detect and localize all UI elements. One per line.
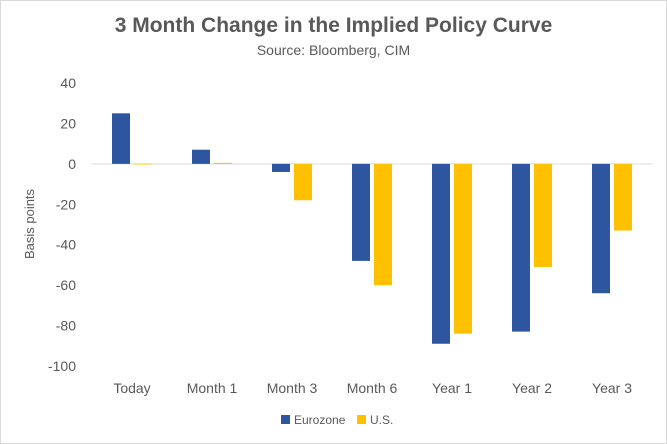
- legend: Eurozone U.S.: [281, 413, 393, 427]
- bar-u-s-year-2: [534, 163, 552, 267]
- x-tick-label: Month 3: [267, 380, 318, 396]
- x-tick-label: Month 6: [347, 380, 398, 396]
- legend-label: U.S.: [370, 413, 393, 427]
- y-tick-label: -20: [56, 196, 76, 212]
- bar-u-s-today: [134, 163, 152, 165]
- chart-title: 3 Month Change in the Implied Policy Cur…: [114, 14, 553, 37]
- y-tick-label: -40: [56, 237, 76, 253]
- bar-eurozone-year-3: [592, 163, 610, 294]
- bar-u-s-year-1: [454, 163, 472, 334]
- bar-eurozone-month-6: [352, 163, 370, 261]
- y-tick-label: -100: [48, 358, 76, 374]
- x-tick-label: Month 1: [187, 380, 238, 396]
- bar-u-s-month-3: [294, 163, 312, 201]
- legend-swatch: [281, 415, 290, 424]
- chart-subtitle: Source: Bloomberg, CIM: [256, 42, 411, 58]
- legend-swatch: [357, 415, 366, 424]
- bar-u-s-month-1: [214, 162, 232, 164]
- bar-eurozone-month-1: [192, 149, 210, 164]
- y-tick-label: -80: [56, 318, 76, 334]
- x-tick-label: Today: [113, 380, 150, 396]
- bar-eurozone-year-2: [512, 163, 530, 332]
- y-tick-label: 0: [68, 156, 76, 172]
- y-axis-label: Basis points: [22, 188, 37, 259]
- x-tick-label: Year 1: [432, 380, 472, 396]
- bar-u-s-year-3: [614, 163, 632, 231]
- x-axis: Today Month 1 Month 3 Month 6 Year 1 Year 2 Ye…: [113, 380, 632, 396]
- y-axis: 40 20 0 -20 -40 -60 -80 -100: [48, 75, 76, 374]
- bar-eurozone-month-3: [272, 163, 290, 172]
- bar-u-s-month-6: [374, 163, 392, 286]
- legend-label: Eurozone: [294, 413, 346, 427]
- x-tick-label: Year 3: [592, 380, 632, 396]
- bars: [112, 113, 632, 344]
- bar-eurozone-year-1: [432, 163, 450, 344]
- y-tick-label: 20: [60, 115, 76, 131]
- x-tick-label: Year 2: [512, 380, 552, 396]
- bar-eurozone-today: [112, 113, 130, 164]
- y-tick-label: 40: [60, 75, 76, 91]
- y-tick-label: -60: [56, 277, 76, 293]
